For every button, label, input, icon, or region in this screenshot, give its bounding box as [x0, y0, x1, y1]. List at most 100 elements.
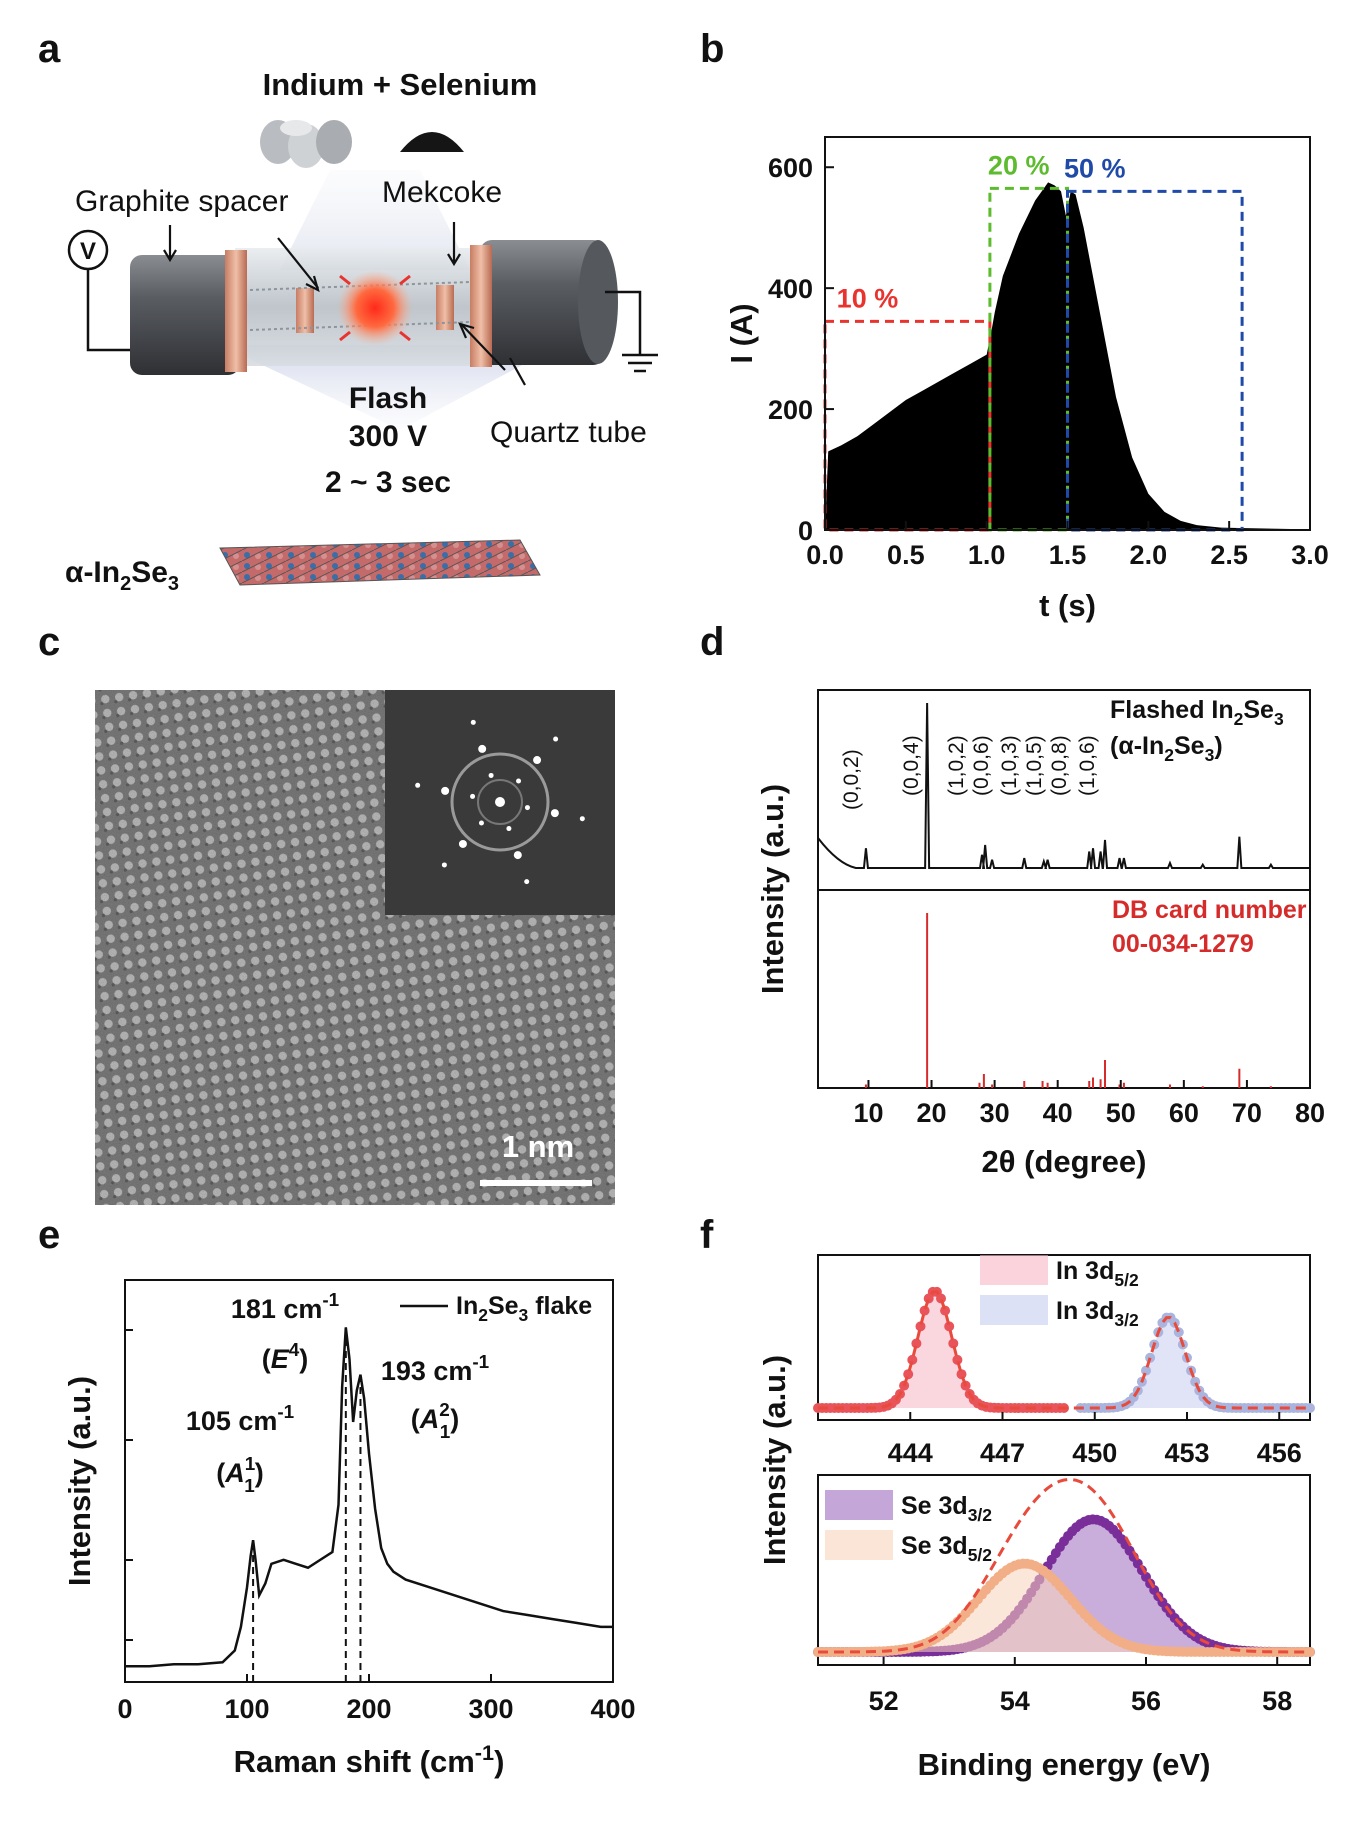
y-tick-label: 600: [768, 153, 813, 183]
panel-f-xps-chart: f 444 447 450 453 456 In 3d5/2 In 3d3/2 52 54 56 5…: [700, 1213, 1315, 1782]
x-tick-label: 0.0: [806, 540, 844, 570]
panel-label-c: c: [38, 620, 60, 664]
x-axis-label: 2θ (degree): [982, 1144, 1147, 1179]
f-top-legend-swatch-1: [980, 1295, 1048, 1325]
fft-spot: [533, 756, 542, 765]
x-tick-label: 20: [917, 1098, 947, 1128]
fft-spot: [458, 839, 467, 848]
x-tick-label: 1.0: [968, 540, 1006, 570]
f-bottom-legend-label-0: Se 3d3/2: [901, 1492, 992, 1525]
f-bottom-x-tick-label: 52: [869, 1686, 899, 1716]
f-bottom-x-tick-label: 56: [1131, 1686, 1161, 1716]
x-tick-label: 10: [853, 1098, 883, 1128]
miller-index-label: (1,0,6): [1076, 735, 1099, 796]
panel-e-raman-chart: e 105 cm-1 (A1 1) 181 cm-1 (E4) 193 cm-1 (A2 1)…: [38, 1213, 636, 1779]
fft-spot: [553, 736, 559, 742]
f-top-x-tick-label: 456: [1257, 1438, 1302, 1468]
fft-spot: [470, 793, 476, 799]
peak-label-193: 193 cm-1: [381, 1352, 489, 1386]
f-top-x-tick-label: 447: [980, 1438, 1025, 1468]
y-axis-label: Intensity (a.u.): [62, 1376, 97, 1586]
input-beam: [280, 170, 470, 270]
miller-index-label: (1,0,5): [1023, 735, 1046, 796]
f-top-fill-1: [818, 1317, 1310, 1408]
fft-spot: [415, 782, 421, 788]
y-axis-label: Intensity (a.u.): [755, 784, 790, 994]
f-top-data-point: [948, 1338, 959, 1349]
voltage-label: 300 V: [349, 420, 427, 453]
legend-label: In2Se3 flake: [456, 1292, 592, 1325]
fft-spot: [441, 786, 450, 795]
panel-label-f: f: [700, 1213, 714, 1257]
y-tick-label: 0: [798, 516, 813, 546]
f-bottom-x-tick-label: 54: [1000, 1686, 1030, 1716]
f-top-data-point: [911, 1338, 922, 1349]
x-tick-label: 30: [980, 1098, 1010, 1128]
x-tick-label: 50: [1106, 1098, 1136, 1128]
fft-spot: [513, 851, 522, 860]
duty-label-0: 10 %: [837, 283, 899, 313]
x-tick-label: 400: [590, 1694, 635, 1724]
panel-b-current-chart: b 10 % 20 % 50 % 0.0 0.5 1.0 1.5 2.0 2.5 3.0 0 200 4…: [700, 27, 1329, 623]
fft-spot: [579, 816, 585, 822]
mode-label-193: (A2 1): [411, 1400, 460, 1443]
product-label: α-In2Se3: [65, 556, 179, 595]
f-bottom-envelope: [817, 1477, 1310, 1654]
x-tick-label: 2.0: [1130, 540, 1168, 570]
f-top-data-point: [936, 1293, 946, 1304]
fft-spot: [524, 879, 530, 885]
f-top-data-point: [1305, 1403, 1315, 1413]
fft-spot: [506, 826, 512, 832]
duty-label-1: 20 %: [988, 150, 1050, 180]
x-axis-label: t (s): [1039, 588, 1096, 623]
f-top-axes-frame: [817, 1254, 1311, 1421]
f-bottom-x-tick-label: 58: [1262, 1686, 1292, 1716]
raman-chart: 105 cm-1 (A1 1) 181 cm-1 (E4) 193 cm-1 (A2 1) In…: [62, 1279, 636, 1779]
fft-spot: [470, 719, 476, 725]
fft-spot: [441, 862, 447, 868]
x-tick-label: 40: [1043, 1098, 1073, 1128]
fft-spot: [488, 772, 494, 778]
f-bottom-fill-1: [818, 1563, 1310, 1652]
f-top-data-point: [956, 1369, 967, 1380]
f-top-data-point: [940, 1305, 951, 1316]
x-tick-label: 0.5: [887, 540, 925, 570]
duration-label: 2 ~ 3 sec: [325, 466, 451, 499]
voltmeter-symbol: V: [80, 238, 96, 265]
f-bottom-data-point: [1305, 1647, 1315, 1657]
xps-chart: 444 447 450 453 456 In 3d5/2 In 3d3/2 52 54 56 58 S…: [757, 1254, 1315, 1782]
f-top-x-tick-label: 450: [1072, 1438, 1117, 1468]
x-tick-label: 70: [1232, 1098, 1262, 1128]
f-top-data-point: [907, 1354, 918, 1365]
lattice-sheet: [219, 539, 541, 586]
x-tick-label: 100: [224, 1694, 269, 1724]
f-bottom-legend-label-1: Se 3d5/2: [901, 1532, 992, 1565]
fft-inset: [385, 690, 615, 915]
miller-index-label: (0,0,2): [840, 749, 863, 810]
x-tick-label: 3.0: [1291, 540, 1329, 570]
x-tick-label: 1.5: [1049, 540, 1087, 570]
xrd-chart: (0,0,2) (0,0,4) (1,0,2) (0,0,6) (1,0,3) (1,0,…: [755, 689, 1325, 1179]
precursor-title: Indium + Selenium: [263, 67, 538, 102]
miller-index-label: (0,0,6): [970, 735, 993, 796]
legend-reference: DB card number: [1112, 896, 1307, 924]
legend-experimental-phase: (α-In2Se3): [1110, 732, 1223, 765]
miller-index-label: (0,0,4): [900, 735, 923, 796]
duty-label-2: 50 %: [1064, 153, 1126, 183]
fft-spot: [550, 809, 559, 818]
voltmeter-circuit: V: [67, 229, 658, 373]
scale-bar-label: 1 nm: [502, 1129, 574, 1164]
fft-spot: [478, 744, 487, 753]
miller-index-label: (1,0,2): [945, 735, 968, 796]
leader-arrows: [163, 222, 526, 386]
legend-experimental: Flashed In2Se3: [1110, 696, 1284, 729]
quartz-tube-label: Quartz tube: [490, 416, 647, 449]
legend-reference-number: 00-034-1279: [1112, 930, 1254, 958]
x-tick-label: 80: [1295, 1098, 1325, 1128]
fft-spot: [478, 820, 484, 826]
f-bottom-axes-frame: [817, 1474, 1311, 1666]
f-bottom-legend-swatch-1: [825, 1530, 893, 1560]
reactor-cylinder: [130, 240, 618, 375]
x-tick-label: 0: [117, 1694, 132, 1724]
mode-label-181: (E4): [262, 1340, 309, 1374]
